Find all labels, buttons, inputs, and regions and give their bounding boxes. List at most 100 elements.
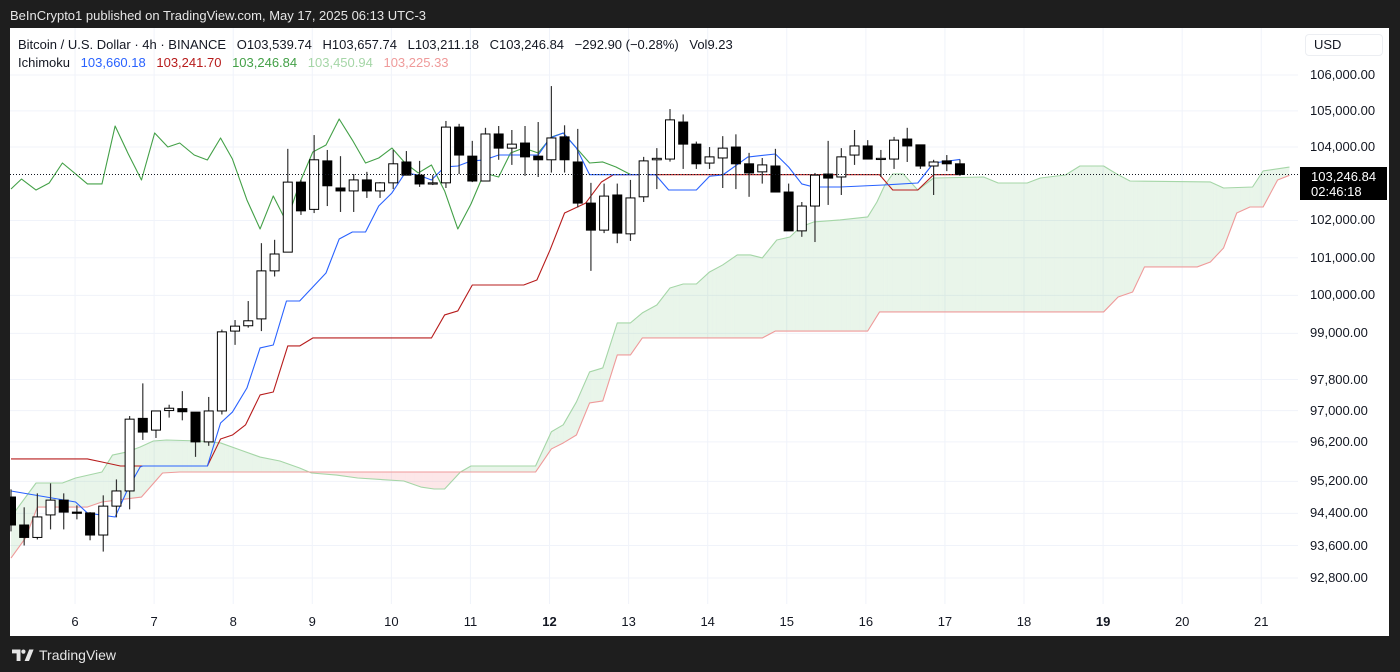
cloud-bear-segment (380, 472, 382, 480)
cloud-bull-segment (569, 411, 572, 439)
time-axis-label: 13 (621, 614, 636, 629)
cloud-bull-segment (1004, 182, 1007, 312)
symbol-title[interactable]: Bitcoin / U.S. Dollar · 4h · BINANCE (18, 37, 227, 52)
cloud-bull-segment (161, 440, 163, 475)
cloud-bull-segment (75, 477, 77, 508)
cloud-bull-segment (111, 455, 113, 501)
cloud-bull-segment (32, 486, 34, 521)
cloud-bull-segment (103, 467, 105, 502)
cloud-bull-segment (634, 318, 636, 350)
cloud-bull-segment (92, 473, 95, 506)
candle-body-up (836, 156, 847, 178)
cloud-bull-segment (235, 448, 237, 473)
cloud-bull-segment (1232, 187, 1235, 224)
cloud-bull-segment (1256, 178, 1258, 208)
cloud-bull-segment (1187, 181, 1190, 267)
candle (309, 135, 320, 214)
cloud-bull-segment (681, 284, 684, 338)
cloud-bull-segment (1268, 169, 1270, 198)
cloud-bull-segment (720, 265, 722, 338)
cloud-bull-segment (233, 447, 236, 473)
cloud-bull-segment (774, 241, 776, 332)
cloud-bull-segment (146, 443, 149, 492)
cloud-bear-segment (449, 472, 452, 484)
cloud-bull-segment (952, 177, 954, 312)
cloud-bull-segment (1040, 177, 1042, 312)
cloud-bear-segment (383, 472, 386, 480)
cloud-bull-segment (1220, 186, 1223, 251)
cloud-bull-segment (622, 322, 624, 355)
cloud-bull-segment (1190, 181, 1192, 267)
candle (243, 301, 254, 328)
cloud-bull-segment (676, 285, 678, 338)
cloud-bull-segment (750, 254, 752, 338)
ohlc-open-value: 103,539.74 (246, 37, 312, 52)
cloud-bull-segment (571, 408, 573, 439)
cloud-bull-segment (869, 212, 871, 329)
cloud-bull-segment (488, 465, 490, 473)
cloud-bull-segment (768, 248, 771, 335)
cloud-bull-segment (597, 369, 599, 402)
candle (506, 129, 517, 165)
cloud-bull-segment (1083, 165, 1086, 312)
cloud-bull-segment (170, 440, 172, 473)
cloud-bull-segment (482, 465, 485, 473)
indicator-name[interactable]: Ichimoku (18, 55, 71, 70)
cloud-bull-segment (697, 281, 699, 338)
cloud-bull-segment (1110, 169, 1112, 306)
cloud-bull-segment (857, 217, 859, 332)
candle-body-up (269, 253, 280, 272)
cloud-bull-segment (1107, 168, 1109, 308)
cloud-bear-segment (426, 472, 428, 489)
cloud-bull-segment (818, 221, 821, 332)
cloud-bull-segment (855, 218, 858, 332)
cloud-bull-segment (551, 430, 553, 449)
cloud-bull-segment (1016, 182, 1018, 312)
cloud-bull-segment (909, 181, 912, 312)
cloud-bull-segment (1191, 181, 1194, 267)
cloud-bull-segment (1172, 181, 1174, 267)
cloud-bull-segment (494, 465, 497, 473)
candle-body-down (454, 126, 465, 156)
cloud-bull-segment (975, 177, 978, 312)
cloud-bear-segment (357, 472, 359, 479)
candle (440, 120, 451, 188)
cloud-bull-segment (200, 441, 203, 473)
cloud-bull-segment (733, 256, 735, 338)
cloud-bull-segment (253, 454, 255, 473)
cloud-bull-segment (986, 178, 988, 312)
cloud-bear-segment (393, 472, 395, 481)
cloud-bull-segment (1027, 182, 1029, 312)
cloud-bull-segment (33, 484, 35, 518)
cloud-bull-segment (183, 440, 185, 473)
cloud-bull-segment (920, 187, 922, 312)
currency-button[interactable]: USD (1305, 34, 1383, 56)
candle-body-down (915, 144, 926, 167)
cloud-bull-segment (1230, 187, 1232, 231)
cloud-bull-segment (598, 368, 601, 402)
bar-countdown: 02:46:18 (1311, 184, 1362, 199)
cloud-bull-segment (1090, 165, 1092, 312)
cloud-bull-segment (946, 177, 949, 312)
cloud-bear-segment (361, 472, 363, 479)
cloud-bull-segment (1099, 165, 1101, 312)
cloud-bull-segment (526, 465, 528, 473)
candle (322, 149, 333, 207)
cloud-bull-segment (671, 287, 673, 338)
cloud-bull-segment (706, 273, 709, 338)
cloud-bull-segment (789, 235, 792, 332)
conversion-line-value: 103,660.18 (80, 55, 146, 70)
cloud-bull-segment (468, 466, 470, 473)
cloud-bull-segment (957, 177, 959, 312)
current-price: 103,246.84 (1311, 169, 1377, 184)
cloud-bull-segment (527, 465, 529, 473)
cloud-bull-segment (610, 339, 613, 376)
cloud-bear-segment (376, 472, 378, 480)
cloud-bull-segment (1243, 187, 1245, 211)
cloud-bull-segment (577, 395, 580, 432)
cloud-bull-segment (992, 180, 995, 312)
cloud-bull-segment (785, 237, 788, 332)
ohlc-close-value: 103,246.84 (498, 37, 565, 52)
cloud-bull-segment (1158, 181, 1161, 267)
